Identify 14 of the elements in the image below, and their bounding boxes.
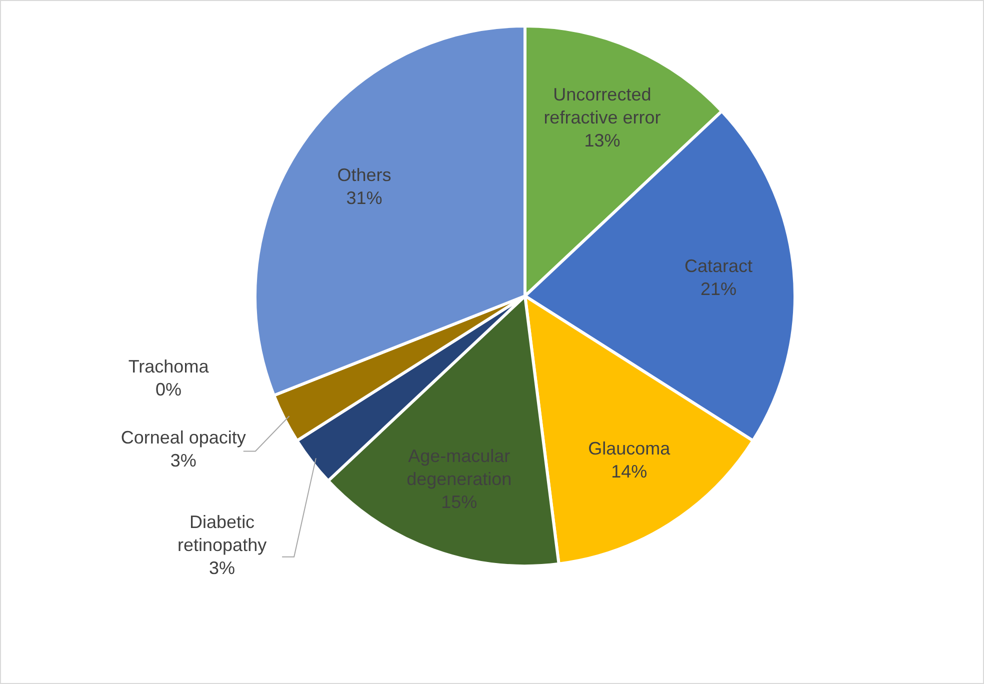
slice-label: Cataract bbox=[684, 256, 753, 276]
data-label: 13% bbox=[584, 130, 620, 151]
data-label: 14% bbox=[611, 462, 648, 482]
slice-label: Glaucoma bbox=[588, 438, 672, 459]
data-label: 21% bbox=[700, 279, 737, 300]
slice-label: Others bbox=[337, 165, 392, 186]
data-label: 3% bbox=[209, 558, 236, 578]
slice-label: Diabetic retinopathy bbox=[178, 512, 267, 555]
slice-label: Uncorrected refractive error bbox=[544, 84, 661, 128]
data-label: 3% bbox=[170, 450, 196, 471]
category-label: Trachoma bbox=[128, 356, 209, 377]
data-label: 31% bbox=[346, 188, 382, 208]
text: 0% bbox=[156, 380, 182, 400]
slice-label: Corneal opacity bbox=[120, 428, 246, 448]
